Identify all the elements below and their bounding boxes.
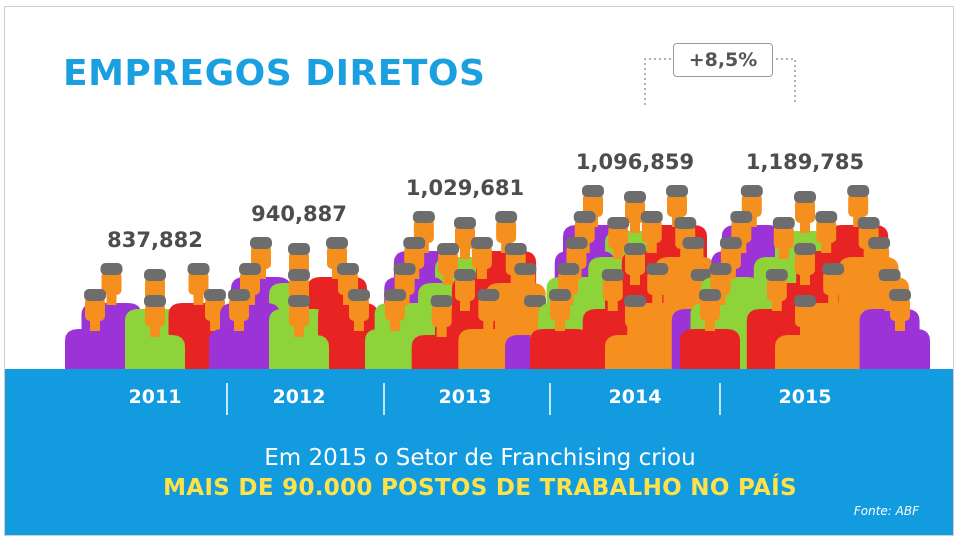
year-label-2014: 2014 — [609, 386, 662, 408]
source-note: Fonte: ABF — [853, 504, 919, 518]
person-figure — [125, 295, 185, 369]
year-labels-layer: 2011 2012 2013 2014 2015 — [129, 383, 832, 415]
bar-2014 — [530, 185, 740, 369]
value-label-2011: 837,882 — [107, 228, 203, 252]
bar-2015 — [680, 185, 930, 369]
chart-svg: 837,882 940,887 1,029,681 1,096,859 1,189,78… — [65, 58, 930, 369]
person-figure — [605, 295, 665, 369]
year-label-2011: 2011 — [129, 386, 182, 408]
year-axis: 2011 2012 2013 2014 2015 — [129, 383, 832, 415]
person-figure — [365, 289, 425, 369]
year-label-2013: 2013 — [439, 386, 492, 408]
person-figure — [65, 289, 125, 369]
value-labels-layer: 837,882 940,887 1,029,681 1,096,859 1,189,78… — [107, 150, 864, 252]
person-figure — [269, 295, 329, 369]
page-title: EMPREGOS DIRETOS — [63, 53, 486, 94]
person-figure — [680, 289, 740, 369]
year-band: 2011 2012 2013 2014 2015 — [5, 369, 953, 535]
value-label-2013: 1,029,681 — [406, 176, 524, 200]
value-label-2012: 940,887 — [251, 202, 347, 226]
person-figure — [411, 295, 472, 369]
footer-line-1: Em 2015 o Setor de Franchising criou — [264, 445, 696, 471]
value-label-2014: 1,096,859 — [576, 150, 694, 174]
growth-badge: +8,5% — [673, 43, 773, 77]
people-figures-layer — [65, 185, 930, 369]
footer-line-2: MAIS DE 90.000 POSTOS DE TRABALHO NO PAÍ… — [163, 475, 797, 501]
value-label-2015: 1,189,785 — [746, 150, 864, 174]
infographic-frame: EMPREGOS DIRETOS 837,882 940,887 1,029,681… — [4, 6, 954, 536]
bar-2012 — [209, 237, 389, 369]
growth-bracket — [644, 58, 796, 105]
person-figure — [458, 289, 519, 369]
person-figure — [530, 289, 590, 369]
person-figure — [209, 289, 269, 369]
person-figure — [870, 289, 930, 369]
year-label-2015: 2015 — [779, 386, 832, 408]
year-label-2012: 2012 — [273, 386, 326, 408]
person-figure — [775, 295, 835, 369]
